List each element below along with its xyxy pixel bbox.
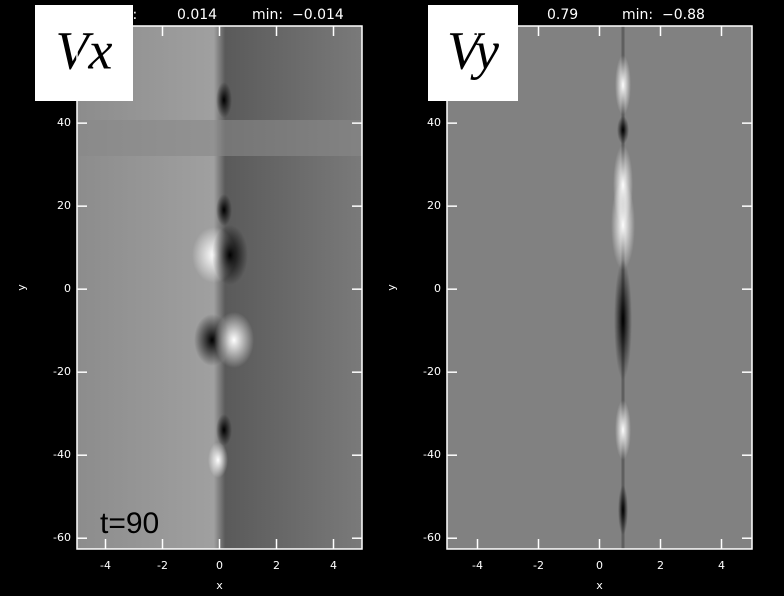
header-text: 0.79 [547,7,578,23]
y-tick-label: -20 [423,365,441,378]
y-tick-label: -40 [423,448,441,461]
y-tick-label: -60 [53,531,71,544]
x-tick-label: 2 [273,559,280,572]
x-tick-label: 0 [596,559,603,572]
header-text: max: [472,7,507,23]
x-tick-label: -2 [157,559,168,572]
y-tick-label: 20 [427,199,441,212]
y-tick-label: -40 [53,448,71,461]
x-tick-label: 4 [718,559,725,572]
annotation: t=90 [100,507,159,540]
header-text: 0.014 [177,7,217,23]
header-text: max: [102,7,137,23]
y-tick-label: 40 [427,116,441,129]
y-tick-label: -20 [53,365,71,378]
x-tick-label: 2 [657,559,664,572]
y-tick-label: 20 [57,199,71,212]
panel-title: Vx [56,20,113,80]
header-text: −0.014 [292,7,344,23]
x-tick-label: -4 [100,559,111,572]
y-tick-label: 0 [64,282,71,295]
y-tick-label: 0 [434,282,441,295]
header-text: min: [252,7,283,23]
x-tick-label: 4 [330,559,337,572]
x-tick-label: 0 [216,559,223,572]
y-axis-label: y [385,284,398,291]
x-axis-label: x [216,579,223,592]
vx-field [77,26,362,549]
title-box [428,5,518,101]
header-text: −0.88 [662,7,705,23]
title-box [35,5,133,101]
x-tick-label: -4 [472,559,483,572]
header-text: min: [622,7,653,23]
y-tick-label: 40 [57,116,71,129]
x-tick-label: -2 [533,559,544,572]
panel-title: Vy [447,20,499,80]
x-axis-label: x [596,579,603,592]
y-axis-label: y [15,284,28,291]
vy-field [447,26,752,549]
y-tick-label: -60 [423,531,441,544]
